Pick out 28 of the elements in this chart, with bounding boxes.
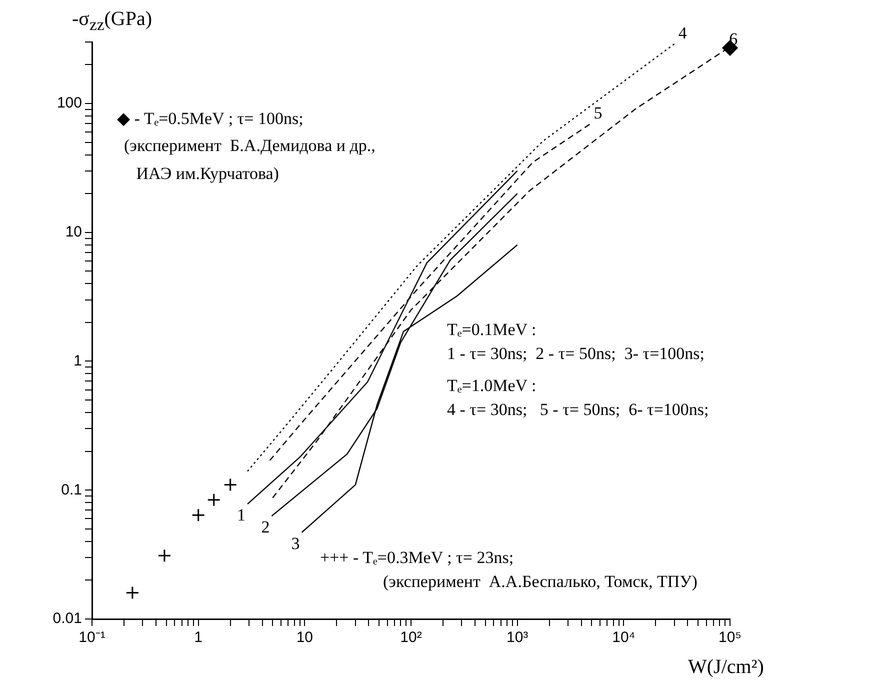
annotation: 5: [594, 104, 602, 123]
annotation: 4 - τ= 30ns; 5 - τ= 50ns; 6- τ=100ns;: [447, 400, 709, 420]
x-tick-label: 10⁴: [612, 629, 636, 646]
annotation: 1 - τ= 30ns; 2 - τ= 50ns; 3- τ=100ns;: [447, 344, 705, 364]
y-tick-label: 1: [74, 352, 82, 370]
annotation: Tₑ=1.0MeV :: [447, 376, 536, 396]
annotation: 2: [261, 517, 270, 536]
y-tick-label: 100: [56, 94, 82, 112]
y-tick-label: 0.01: [52, 610, 82, 628]
x-tick-label: 10⁵: [718, 629, 742, 646]
x-tick-label: 10³: [506, 629, 528, 646]
annotation: +++ - Tₑ=0.3MeV ; τ= 23ns;: [320, 548, 514, 568]
x-tick-label: 1: [194, 629, 203, 646]
x-tick-label: 10²: [400, 629, 422, 646]
x-tick-label: 10⁻¹: [78, 629, 106, 646]
annotation: ◆ - Tₑ=0.5MeV ; τ= 100ns;: [117, 108, 304, 129]
annotation: 3: [291, 534, 300, 553]
annotation: 4: [678, 23, 688, 42]
annotation: (эксперимент Б.А.Демидова и др.,: [124, 136, 376, 156]
annotation: 1: [237, 506, 246, 524]
y-tick-label: 0.1: [61, 481, 82, 498]
x-axis-title: W(J/cm²): [688, 656, 764, 679]
annotation: (эксперимент А.А.Беспалько, Томск, ТПУ): [383, 572, 698, 592]
annotation: Tₑ=0.1MeV :: [447, 320, 536, 340]
y-tick-label: 10: [65, 224, 82, 241]
y-axis-title: -σ$_{zz}$(GPa): [72, 8, 152, 35]
x-tick-label: 10: [296, 629, 314, 646]
annotation: ИАЭ им.Курчатова): [135, 164, 279, 184]
